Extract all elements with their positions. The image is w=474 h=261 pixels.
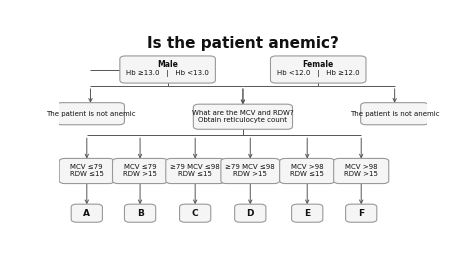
Text: Female: Female — [302, 60, 334, 69]
FancyBboxPatch shape — [280, 158, 335, 183]
Text: The patient is not anemic: The patient is not anemic — [350, 111, 439, 117]
FancyBboxPatch shape — [193, 104, 292, 129]
FancyBboxPatch shape — [361, 103, 428, 125]
Text: D: D — [246, 209, 254, 218]
Text: MCV >98
RDW >15: MCV >98 RDW >15 — [344, 164, 378, 177]
FancyBboxPatch shape — [235, 204, 266, 222]
FancyBboxPatch shape — [166, 158, 225, 183]
Text: Male: Male — [157, 60, 178, 69]
Text: Hb <12.0   |   Hb ≥12.0: Hb <12.0 | Hb ≥12.0 — [277, 70, 360, 78]
Text: B: B — [137, 209, 144, 218]
FancyBboxPatch shape — [334, 158, 389, 183]
FancyBboxPatch shape — [346, 204, 377, 222]
Text: Is the patient anemic?: Is the patient anemic? — [147, 36, 339, 51]
Text: F: F — [358, 209, 365, 218]
Text: MCV ≤79
RDW >15: MCV ≤79 RDW >15 — [123, 164, 157, 177]
FancyBboxPatch shape — [125, 204, 155, 222]
FancyBboxPatch shape — [292, 204, 323, 222]
FancyBboxPatch shape — [271, 56, 366, 83]
Text: A: A — [83, 209, 91, 218]
FancyBboxPatch shape — [112, 158, 168, 183]
Text: Hb ≥13.0   |   Hb <13.0: Hb ≥13.0 | Hb <13.0 — [126, 70, 209, 78]
FancyBboxPatch shape — [120, 56, 215, 83]
Text: MCV >98
RDW ≤15: MCV >98 RDW ≤15 — [290, 164, 324, 177]
FancyBboxPatch shape — [59, 158, 114, 183]
Text: C: C — [192, 209, 199, 218]
Text: The patient is not anemic: The patient is not anemic — [46, 111, 135, 117]
Text: MCV ≤79
RDW ≤15: MCV ≤79 RDW ≤15 — [70, 164, 104, 177]
FancyBboxPatch shape — [71, 204, 102, 222]
Text: ≥79 MCV ≤98
RDW >15: ≥79 MCV ≤98 RDW >15 — [226, 164, 275, 177]
Text: What are the MCV and RDW?
Obtain reticulocyte count: What are the MCV and RDW? Obtain reticul… — [192, 110, 294, 123]
FancyBboxPatch shape — [56, 103, 125, 125]
FancyBboxPatch shape — [221, 158, 280, 183]
Text: E: E — [304, 209, 310, 218]
FancyBboxPatch shape — [180, 204, 211, 222]
Text: ≥79 MCV ≤98
RDW ≤15: ≥79 MCV ≤98 RDW ≤15 — [170, 164, 220, 177]
